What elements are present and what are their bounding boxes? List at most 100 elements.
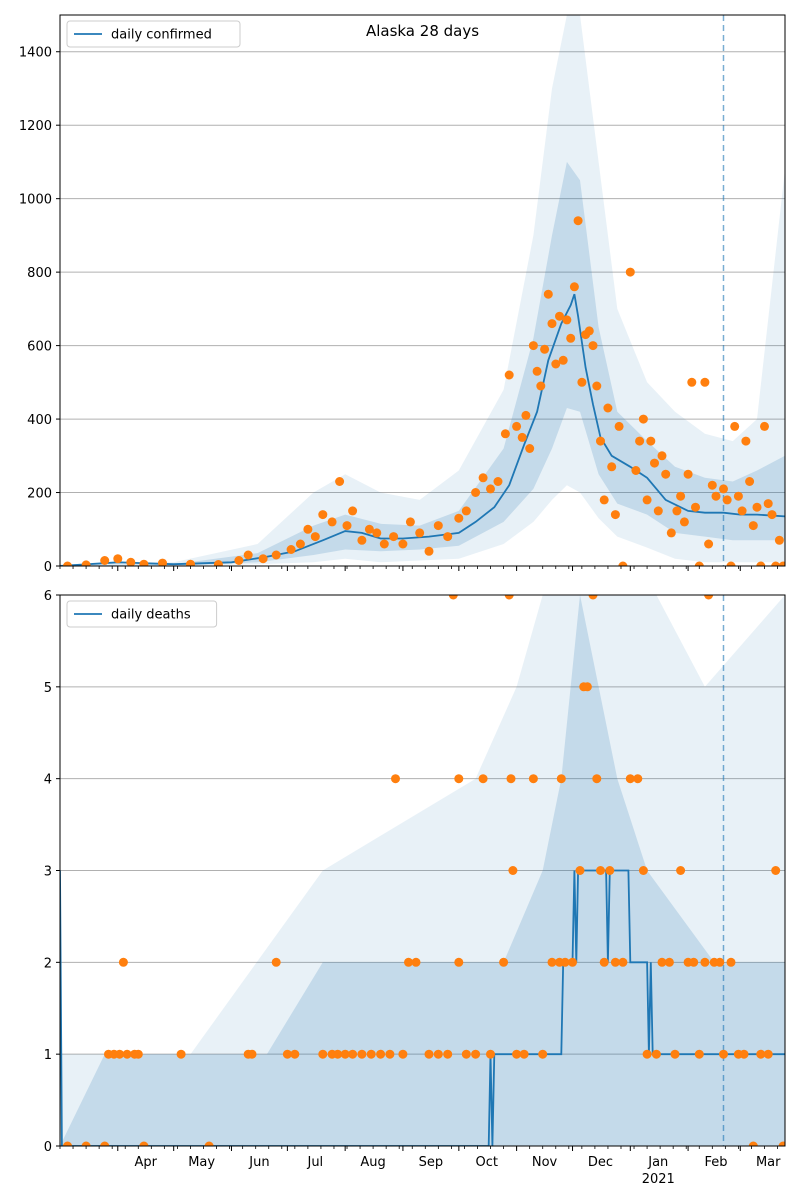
data-point (642, 1049, 652, 1059)
data-point (704, 595, 714, 600)
data-point (443, 1049, 453, 1059)
data-point (760, 421, 769, 431)
data-point (547, 319, 557, 329)
uncertainty-band-inner (60, 161, 785, 566)
data-point (448, 595, 458, 600)
data-point (547, 957, 557, 967)
data-point (243, 550, 253, 560)
data-point (247, 1049, 257, 1059)
x-tick-label: Feb (705, 1155, 728, 1170)
data-point (512, 421, 522, 431)
data-point (335, 477, 345, 486)
data-point (592, 774, 602, 784)
data-point (433, 1049, 443, 1059)
x-tick-label: Oct (476, 1155, 498, 1170)
data-point (670, 1049, 680, 1059)
data-point (340, 1049, 350, 1059)
data-point (607, 462, 617, 472)
data-point (158, 558, 167, 566)
data-point (258, 554, 268, 564)
data-point (584, 326, 594, 336)
data-point (625, 267, 635, 277)
data-point (506, 774, 516, 784)
x-tick-label: Apr (134, 1155, 157, 1170)
data-point (661, 469, 671, 479)
x-tick-label: Jun (248, 1155, 269, 1170)
x-tick-label: Aug (360, 1155, 385, 1170)
uncertainty-band-inner (60, 595, 785, 1146)
data-point (366, 1049, 376, 1059)
y-tick-label: 1 (44, 1048, 52, 1063)
data-point (756, 561, 766, 566)
data-point (379, 539, 389, 549)
x-tick-label: Dec (588, 1155, 613, 1170)
data-point (752, 502, 762, 512)
data-point (687, 377, 697, 387)
data-point (461, 506, 471, 516)
x-tick-label: Mar (756, 1155, 781, 1170)
series-line (60, 869, 785, 1146)
data-point (271, 957, 281, 967)
data-point (424, 1049, 434, 1059)
data-point (486, 484, 495, 494)
data-point (745, 477, 755, 486)
data-point (81, 560, 91, 566)
data-point (625, 774, 635, 784)
data-point (653, 506, 663, 516)
data-point (610, 510, 620, 520)
data-point (504, 595, 514, 600)
data-point (657, 957, 667, 967)
data-point (372, 528, 382, 538)
y-tick-label: 4 (44, 773, 52, 788)
data-point (478, 774, 488, 784)
data-point (704, 539, 714, 549)
data-point (711, 491, 721, 501)
data-point (538, 1049, 548, 1059)
axes-frame (59, 14, 786, 567)
data-point (385, 1049, 395, 1059)
data-point (618, 561, 628, 566)
data-point (689, 957, 699, 967)
data-point (318, 1049, 328, 1059)
data-point (271, 550, 281, 560)
data-point (657, 451, 667, 461)
x-tick-label: Sep (419, 1155, 444, 1170)
data-point (588, 595, 598, 600)
data-point (726, 957, 736, 967)
data-point (748, 521, 758, 531)
data-point (389, 532, 399, 542)
data-point (525, 444, 535, 453)
data-point (493, 477, 503, 486)
data-point (543, 289, 553, 299)
data-point (726, 561, 736, 566)
y-tick-label: 1200 (19, 119, 52, 134)
data-point (398, 1049, 408, 1059)
chart-title: Alaska 28 days (366, 22, 479, 40)
data-point (454, 957, 464, 967)
data-point (577, 377, 587, 387)
data-point (651, 1049, 661, 1059)
data-point (555, 311, 564, 321)
y-tick-label: 5 (44, 681, 52, 696)
data-point (618, 957, 628, 967)
y-tick-label: 1400 (19, 46, 52, 61)
data-point (536, 381, 546, 391)
y-tick-label: 800 (27, 266, 52, 281)
data-point (679, 517, 689, 527)
data-point (213, 560, 223, 566)
data-point (348, 1049, 358, 1059)
data-point (672, 506, 682, 516)
data-point (398, 539, 408, 549)
data-point (558, 355, 568, 365)
data-point (122, 1049, 132, 1059)
legend: daily deaths (66, 600, 218, 628)
data-point (568, 957, 577, 967)
data-point (204, 1141, 214, 1146)
data-point (433, 521, 443, 531)
data-point (666, 528, 676, 538)
data-point (631, 466, 641, 475)
x-tick-label: Nov (532, 1155, 558, 1170)
data-point (737, 506, 747, 516)
data-point (357, 535, 367, 545)
data-point (719, 484, 728, 494)
